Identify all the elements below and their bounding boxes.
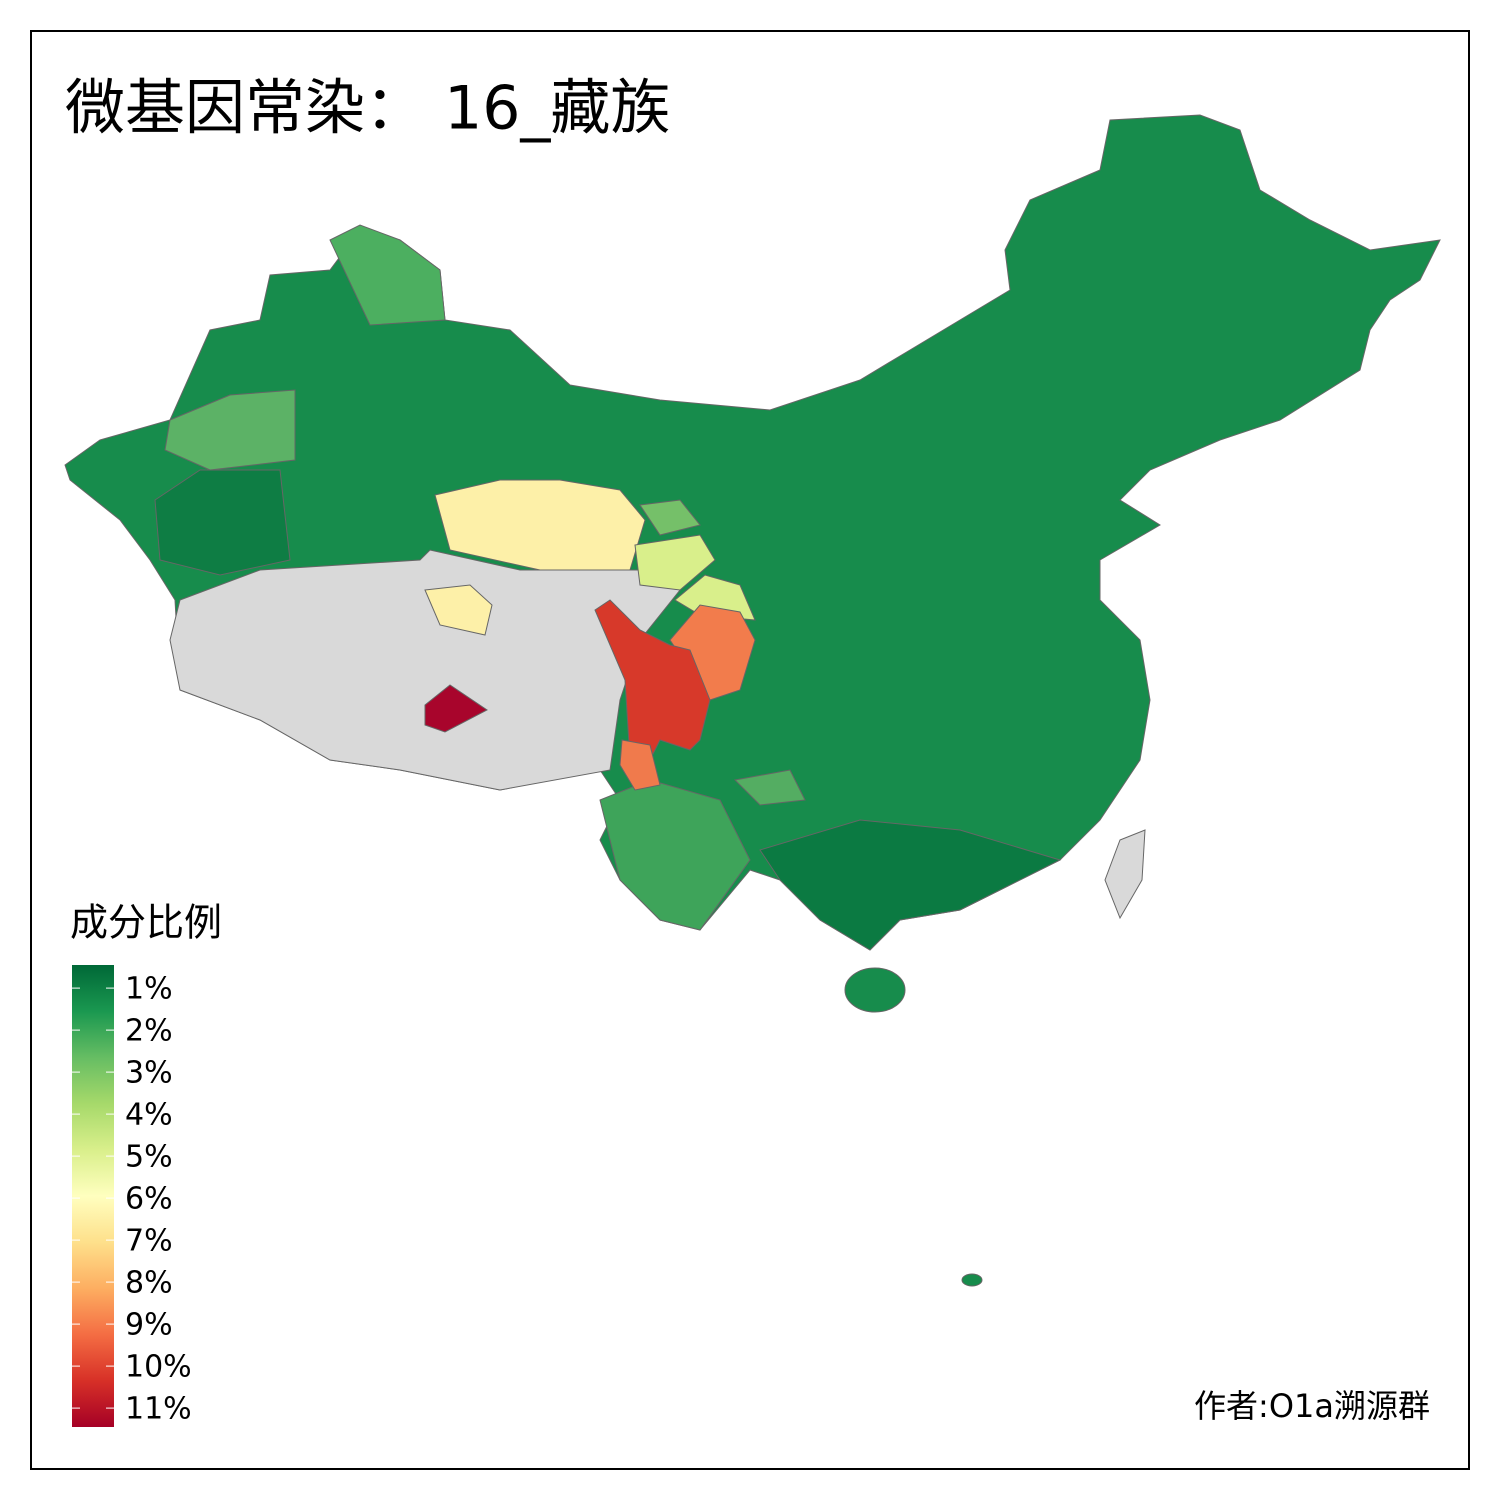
region [619,739,661,791]
region [164,389,296,471]
legend-tick-label: 4% [125,1098,173,1133]
legend-tick-label: 1% [125,972,173,1007]
map [64,114,1441,1287]
author-note: 作者:O1a溯源群 [1194,1387,1430,1425]
region [733,769,806,806]
legend-tick-label: 7% [125,1224,173,1259]
legend-tick-label: 9% [125,1308,173,1343]
tibet [169,549,681,791]
region [424,584,493,636]
region [759,819,1062,951]
legend-tick-label: 3% [125,1056,173,1091]
region [329,224,446,326]
legend-title: 成分比例 [70,901,222,945]
colorbar [72,965,114,1427]
map-title: 微基因常染： 16_藏族 [65,74,670,144]
region [599,779,751,931]
region [634,534,716,591]
region [434,479,646,571]
taiwan [1104,829,1146,920]
region [424,684,488,733]
island [961,1273,983,1287]
legend-tick-label: 10% [125,1350,192,1385]
hainan [844,967,906,1013]
legend-tick-label: 2% [125,1014,173,1049]
legend-tick-label: 8% [125,1266,173,1301]
legend-tick-label: 6% [125,1182,173,1217]
region [154,469,291,576]
legend-tick-label: 11% [125,1392,192,1427]
region [639,499,701,536]
legend-tick-label: 5% [125,1140,173,1175]
